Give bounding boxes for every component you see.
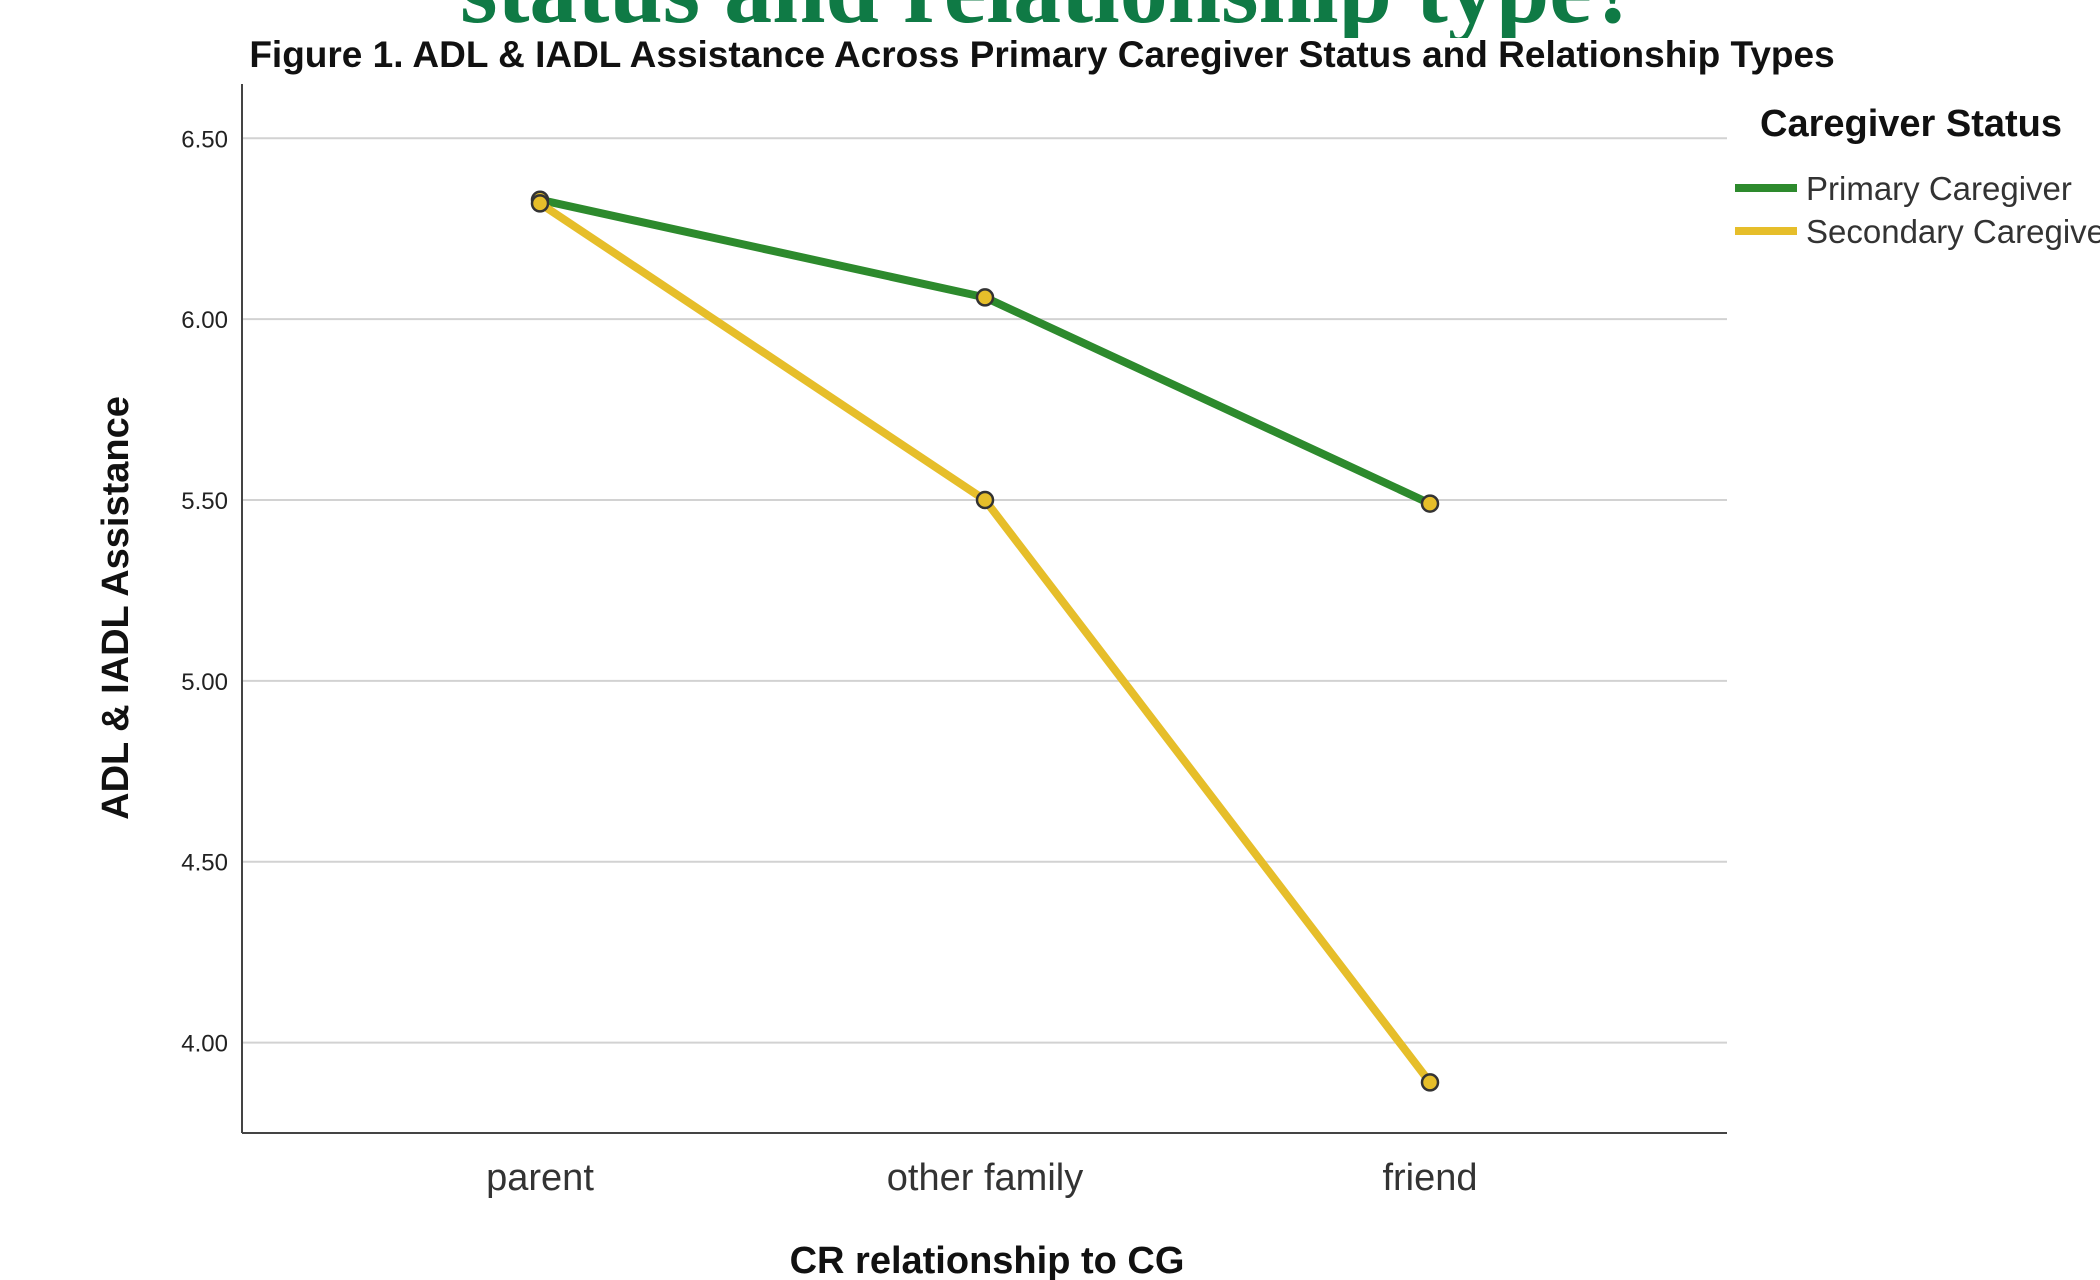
x-tick-label: other family [887, 1157, 1083, 1199]
slide-heading: status and relationship type? [0, 0, 2100, 38]
y-tick-label: 5.50 [181, 488, 228, 515]
data-point [530, 194, 550, 213]
gridlines [242, 137, 1727, 1044]
x-axis-title: CR relationship to CG [790, 1240, 1185, 1280]
y-tick-label: 6.50 [181, 126, 228, 153]
y-axis-title: ADL & IADL Assistance [95, 396, 137, 820]
chart-title: Figure 1. ADL & IADL Assistance Across P… [249, 34, 1834, 75]
data-point [975, 288, 995, 307]
y-tick-labels: 4.00 4.50 5.00 5.50 6.00 6.50 [181, 126, 228, 1057]
legend-title: Caregiver Status [1760, 103, 2062, 145]
legend-label: Secondary Caregiver [1806, 213, 2100, 250]
axes [241, 84, 1727, 1134]
data-point [1420, 1073, 1440, 1092]
y-tick-label: 4.50 [181, 850, 228, 877]
data-markers [530, 190, 1440, 1092]
x-tick-labels: parent other family friend [486, 1157, 1477, 1199]
y-tick-label: 4.00 [181, 1031, 228, 1058]
x-tick-label: parent [486, 1157, 594, 1199]
data-point [975, 490, 995, 510]
chart-background [0, 38, 2100, 1280]
data-point [1420, 494, 1440, 513]
y-tick-label: 6.00 [181, 307, 228, 334]
legend: Caregiver Status Primary Caregiver Second… [1735, 103, 2100, 250]
x-tick-label: friend [1382, 1157, 1477, 1199]
legend-label: Primary Caregiver [1806, 170, 2072, 207]
y-tick-label: 5.00 [181, 669, 228, 696]
